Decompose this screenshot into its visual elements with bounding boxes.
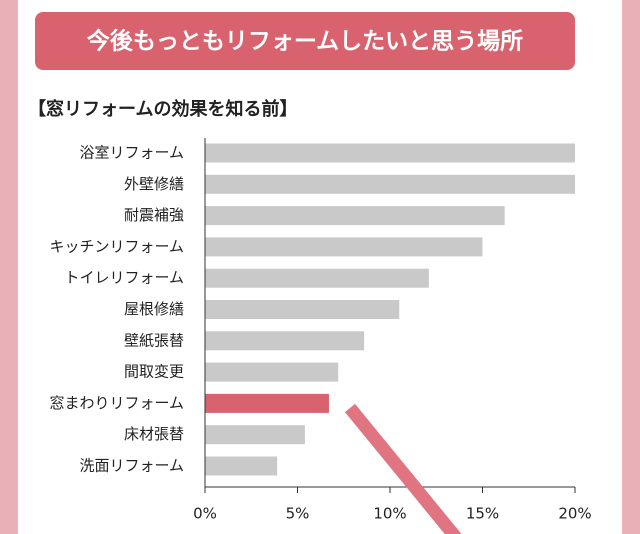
bar [205, 174, 575, 194]
bar [205, 143, 575, 163]
x-tick-label: 5% [286, 505, 310, 523]
y-tick-label: 床材張替 [124, 425, 184, 443]
y-tick-label: 洗面リフォーム [79, 457, 184, 475]
chart-subtitle: 【窓リフォームの効果を知る前】 [28, 98, 297, 120]
y-tick-label: 耐震補強 [124, 206, 184, 224]
y-tick-label: キッチンリフォーム [49, 237, 184, 255]
arrow-decoration [344, 403, 462, 534]
chart-title: 今後もっともリフォームしたいと思う場所 [87, 28, 523, 55]
y-tick-label: 窓まわりリフォーム [49, 394, 184, 412]
y-tick-label: 浴室リフォーム [79, 144, 184, 162]
y-tick-label: 間取変更 [124, 363, 184, 381]
bar [205, 456, 278, 476]
bar [205, 393, 329, 413]
y-tick-label: 壁紙張替 [124, 331, 184, 349]
title-banner [35, 12, 575, 70]
bar [205, 300, 400, 319]
bar [205, 206, 505, 226]
y-tick-label: トイレリフォーム [64, 269, 184, 287]
y-tick-label: 外壁修繕 [124, 175, 184, 193]
bar [205, 268, 429, 288]
x-tick-label: 20% [558, 505, 591, 523]
bar [205, 331, 365, 351]
x-tick-label: 15% [466, 505, 499, 523]
bar [205, 362, 339, 382]
y-tick-label: 屋根修繕 [124, 300, 184, 318]
x-tick-label: 0% [193, 505, 217, 523]
bar [205, 237, 483, 257]
panel [18, 0, 622, 534]
bar [205, 425, 305, 445]
x-tick-label: 10% [373, 505, 406, 523]
